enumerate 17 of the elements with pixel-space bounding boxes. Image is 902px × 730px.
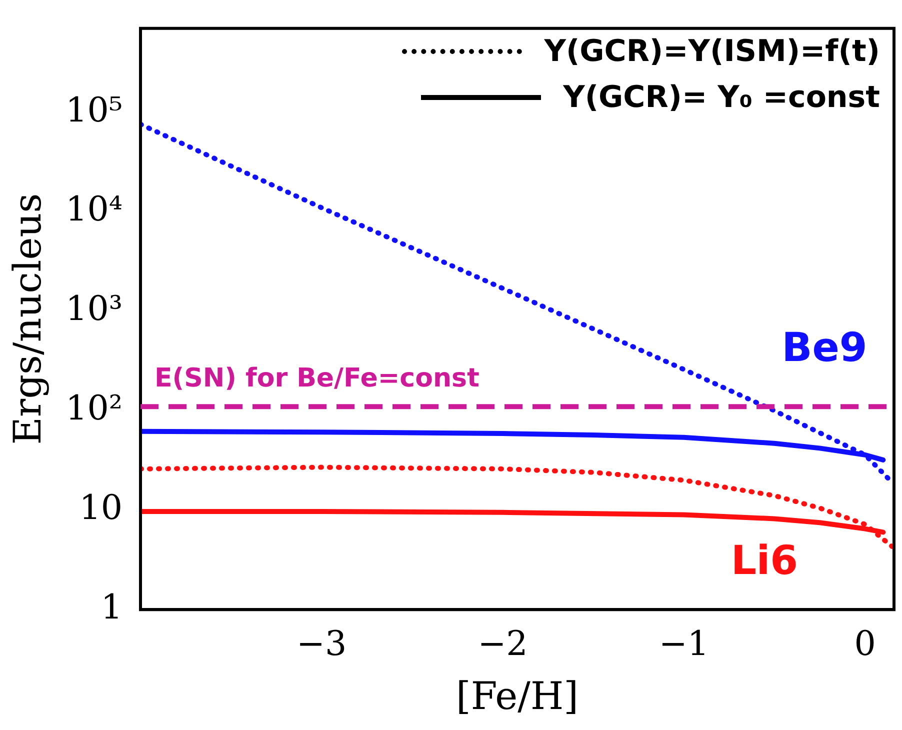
y-tick-label: 10⁵ bbox=[66, 90, 122, 130]
x-tick-label: −1 bbox=[658, 624, 709, 664]
series-label: Li6 bbox=[730, 538, 798, 584]
y-tick-label: 10³ bbox=[66, 289, 122, 330]
x-axis-title: [Fe/H] bbox=[456, 674, 578, 718]
x-tick-label: −3 bbox=[296, 624, 347, 664]
annotation: Y(GCR)= Y₀ =const bbox=[563, 80, 880, 114]
y-tick-label: 10⁴ bbox=[66, 190, 122, 230]
y-tick-label: 10² bbox=[66, 388, 122, 429]
series-label: Be9 bbox=[782, 325, 868, 372]
y-tick-label: 1 bbox=[100, 587, 122, 628]
ref-line-label: E(SN) for Be/Fe=const bbox=[154, 363, 480, 394]
annotation: Y(GCR)=Y(ISM)=f(t) bbox=[544, 34, 880, 68]
y-axis-title: Ergs/nucleus bbox=[6, 193, 50, 445]
y-tick-label: 10 bbox=[79, 488, 122, 528]
x-tick-label: −2 bbox=[478, 624, 528, 664]
x-tick-label: 0 bbox=[854, 624, 876, 664]
